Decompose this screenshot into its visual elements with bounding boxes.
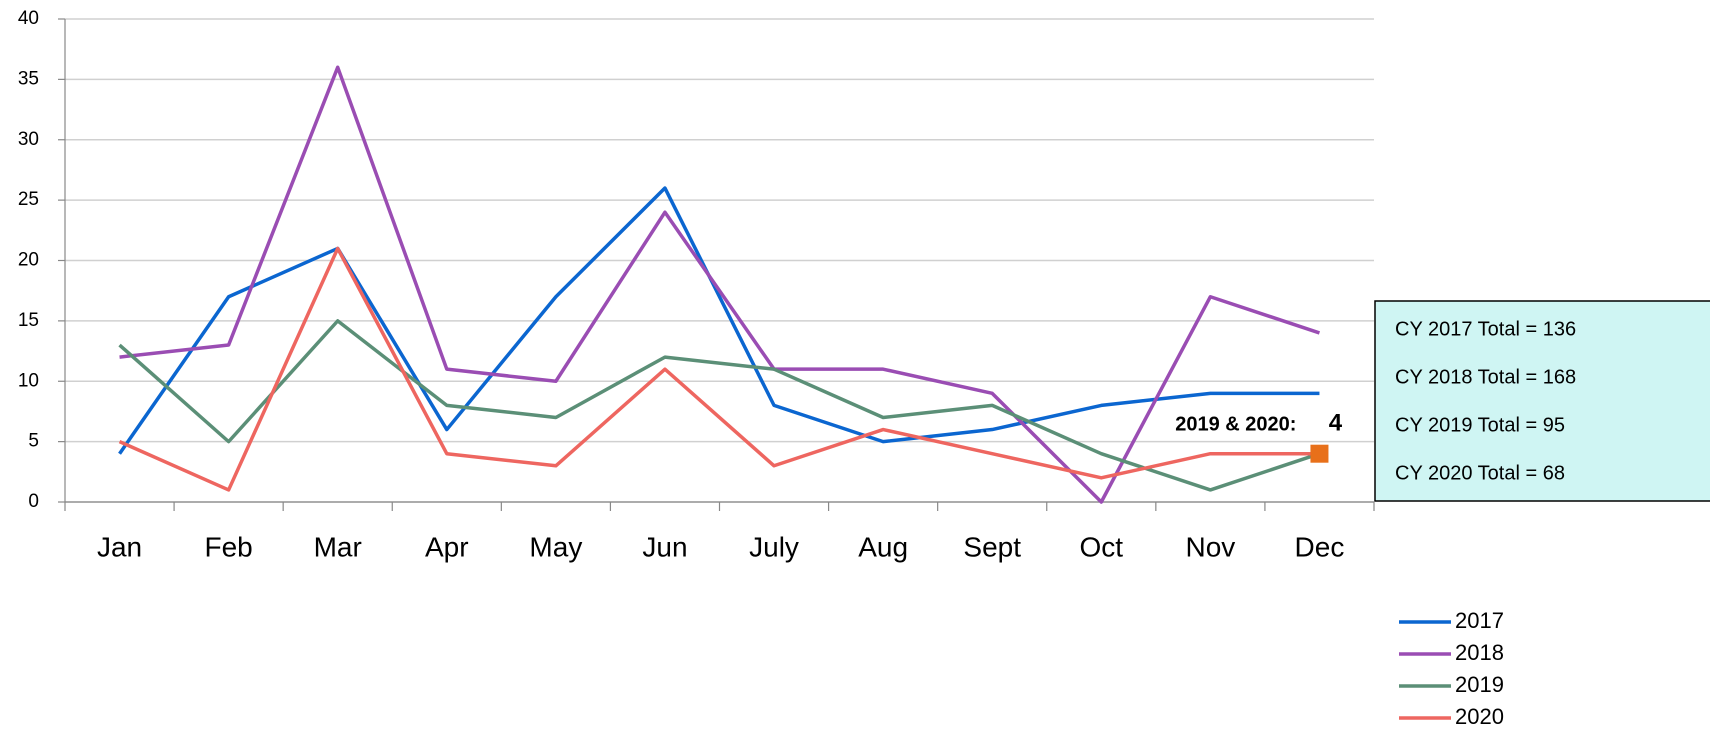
annotation-value: 4 — [1329, 409, 1343, 436]
line-series — [118, 319, 1321, 492]
legend-label: 2019 — [1455, 672, 1504, 697]
x-tick-label: Nov — [1185, 531, 1235, 562]
y-tick-label: 5 — [28, 431, 39, 452]
x-tick-label: July — [749, 531, 799, 562]
x-tick-label: Mar — [314, 531, 362, 562]
totals-box — [1374, 300, 1710, 502]
y-tick-label: 10 — [18, 370, 39, 391]
x-tick-label: Oct — [1080, 531, 1124, 562]
line-series — [118, 246, 1320, 492]
total-text: CY 2020 Total = 68 — [1395, 462, 1565, 484]
line-series — [118, 186, 1320, 455]
total-text: CY 2018 Total = 168 — [1395, 366, 1576, 388]
x-tick-label: May — [529, 531, 582, 562]
total-text: CY 2017 Total = 136 — [1395, 318, 1576, 340]
x-tick-label: Jun — [642, 531, 687, 562]
y-tick-label: 25 — [18, 189, 39, 210]
annotation-text: 2019 & 2020: — [1175, 413, 1296, 435]
y-tick-label: 0 — [28, 491, 39, 512]
x-tick-label: Sept — [963, 531, 1021, 562]
y-tick-label: 40 — [18, 8, 39, 29]
legend-label: 2017 — [1455, 608, 1504, 633]
legend-label: 2020 — [1455, 704, 1504, 729]
y-tick-label: 30 — [18, 129, 39, 150]
x-tick-label: Apr — [425, 531, 469, 562]
y-tick-label: 20 — [18, 250, 39, 271]
x-tick-label: Jan — [97, 531, 142, 562]
y-tick-label: 15 — [18, 310, 39, 331]
y-tick-label: 35 — [18, 68, 39, 89]
line-series — [119, 65, 1321, 504]
x-tick-label: Aug — [858, 531, 908, 562]
total-text: CY 2019 Total = 95 — [1395, 414, 1565, 436]
x-tick-label: Dec — [1295, 531, 1345, 562]
annotation-marker — [1310, 444, 1329, 463]
legend-label: 2018 — [1455, 640, 1504, 665]
x-tick-label: Feb — [205, 531, 253, 562]
